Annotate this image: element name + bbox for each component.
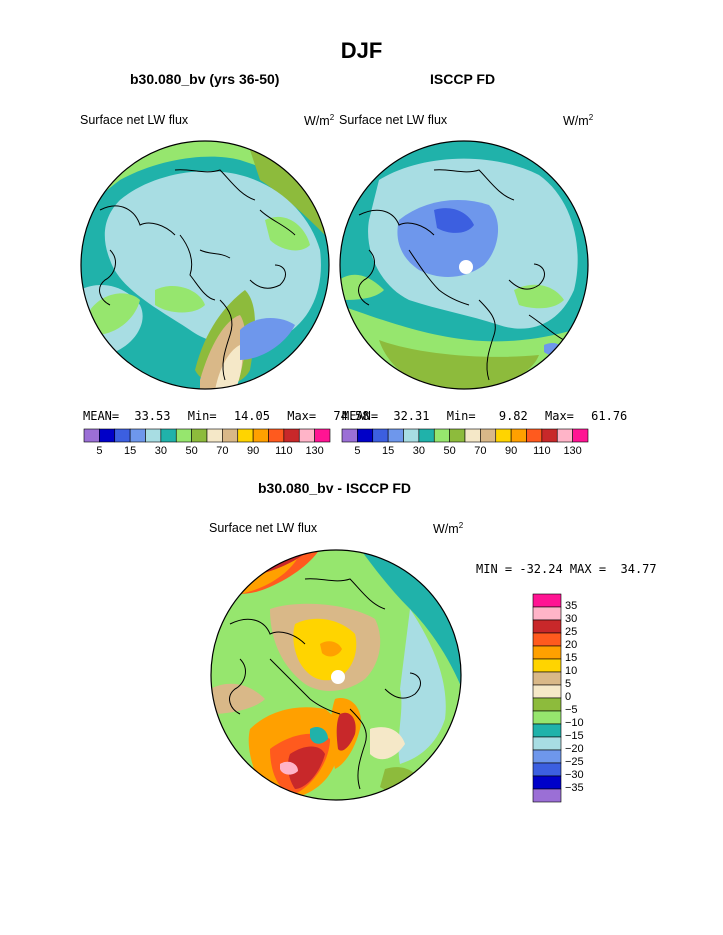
colorbar-swatch <box>532 632 562 647</box>
colorbar-swatch <box>83 428 100 443</box>
colorbar-tick-label: 70 <box>216 445 229 457</box>
colorbar-swatch <box>532 593 562 608</box>
colorbar-tick-label: 20 <box>565 639 578 651</box>
colorbar-swatch <box>532 684 562 699</box>
colorbar-swatch <box>532 645 562 660</box>
colorbar-tick-label: −30 <box>565 769 584 781</box>
colorbar-swatch <box>532 788 562 803</box>
colorbar-tick-label: 30 <box>565 613 578 625</box>
colorbar-swatch <box>526 428 543 443</box>
colorbar-tick-label: 130 <box>305 445 324 457</box>
colorbar-swatch <box>418 428 435 443</box>
colorbar-tick-label: 130 <box>563 445 582 457</box>
panel-2-variable: Surface net LW flux <box>339 113 448 127</box>
colorbar-swatch <box>372 428 389 443</box>
colorbar-swatch <box>532 619 562 634</box>
diff-minmax: MIN = -32.24 MAX = 34.77 <box>476 562 657 576</box>
colorbar-swatch <box>145 428 162 443</box>
diff-panel-units: W/m2 <box>433 521 464 537</box>
panel-2-colorbar <box>341 428 589 443</box>
colorbar-tick-label: 0 <box>565 691 572 703</box>
colorbar-swatch <box>532 710 562 725</box>
colorbar-swatch <box>541 428 558 443</box>
colorbar-swatch <box>268 428 285 443</box>
colorbar-swatch <box>314 428 331 443</box>
colorbar-swatch <box>206 428 223 443</box>
colorbar-swatch <box>433 428 450 443</box>
colorbar-swatch <box>532 775 562 790</box>
colorbar-tick-label: −35 <box>565 782 584 794</box>
panel-2-polar-map <box>339 140 589 390</box>
panel-1-units: W/m2 <box>304 113 335 129</box>
colorbar-tick-label: −20 <box>565 743 584 755</box>
figure-title: DJF <box>340 38 383 63</box>
colorbar-swatch <box>532 723 562 738</box>
colorbar-swatch <box>532 762 562 777</box>
colorbar-tick-label: 5 <box>96 445 103 457</box>
colorbar-swatch <box>403 428 420 443</box>
colorbar-tick-label: 70 <box>474 445 487 457</box>
diff-panel-title: b30.080_bv - ISCCP FD <box>258 480 412 496</box>
colorbar-swatch <box>532 749 562 764</box>
panel-2-stats: MEAN= 32.31 Min= 9.82 Max= 61.76 <box>342 409 628 423</box>
diff-polar-map <box>210 549 462 801</box>
colorbar-tick-label: 5 <box>354 445 361 457</box>
colorbar-swatch <box>283 428 300 443</box>
panel-2-units: W/m2 <box>563 113 594 129</box>
colorbar-swatch <box>191 428 208 443</box>
colorbar-swatch <box>532 606 562 621</box>
colorbar-tick-label: 10 <box>565 665 578 677</box>
colorbar-swatch <box>556 428 573 443</box>
colorbar-swatch <box>510 428 527 443</box>
colorbar-swatch <box>357 428 374 443</box>
colorbar-swatch <box>464 428 481 443</box>
colorbar-tick-label: 25 <box>565 626 578 638</box>
colorbar-tick-label: 50 <box>185 445 198 457</box>
colorbar-swatch <box>222 428 239 443</box>
colorbar-swatch <box>532 736 562 751</box>
colorbar-swatch <box>572 428 589 443</box>
panel-1-polar-map <box>80 140 330 390</box>
colorbar-tick-label: −25 <box>565 756 584 768</box>
colorbar-tick-label: 30 <box>412 445 425 457</box>
colorbar-tick-label: 15 <box>124 445 137 457</box>
colorbar-swatch <box>237 428 254 443</box>
colorbar-swatch <box>532 658 562 673</box>
colorbar-swatch <box>114 428 131 443</box>
colorbar-tick-label: −5 <box>565 704 578 716</box>
colorbar-swatch <box>298 428 315 443</box>
colorbar-tick-label: 15 <box>565 652 578 664</box>
colorbar-tick-label: 50 <box>443 445 456 457</box>
colorbar-tick-label: 90 <box>505 445 518 457</box>
colorbar-swatch <box>532 671 562 686</box>
colorbar-tick-label: 15 <box>382 445 395 457</box>
colorbar-tick-label: 110 <box>533 445 551 457</box>
panel-1-variable: Surface net LW flux <box>80 113 189 127</box>
colorbar-tick-label: −15 <box>565 730 584 742</box>
colorbar-swatch <box>175 428 192 443</box>
colorbar-tick-label: 35 <box>565 600 578 612</box>
colorbar-swatch <box>532 697 562 712</box>
colorbar-swatch <box>387 428 404 443</box>
colorbar-tick-label: 5 <box>565 678 572 690</box>
diff-colorbar <box>532 593 562 803</box>
colorbar-tick-label: 30 <box>154 445 167 457</box>
colorbar-swatch <box>449 428 466 443</box>
colorbar-tick-label: −10 <box>565 717 584 729</box>
colorbar-swatch <box>129 428 146 443</box>
panel-1-title: b30.080_bv (yrs 36-50) <box>130 71 280 87</box>
colorbar-swatch <box>160 428 177 443</box>
colorbar-tick-label: 110 <box>275 445 293 457</box>
colorbar-swatch <box>495 428 512 443</box>
colorbar-swatch <box>99 428 116 443</box>
colorbar-tick-label: 90 <box>247 445 260 457</box>
panel-1-stats: MEAN= 33.53 Min= 14.05 Max= 74.58 <box>83 409 370 423</box>
colorbar-swatch <box>341 428 358 443</box>
diff-panel-variable: Surface net LW flux <box>209 521 318 535</box>
panel-2-title: ISCCP FD <box>430 71 496 87</box>
colorbar-swatch <box>480 428 497 443</box>
panel-1-colorbar <box>83 428 331 443</box>
colorbar-swatch <box>252 428 269 443</box>
